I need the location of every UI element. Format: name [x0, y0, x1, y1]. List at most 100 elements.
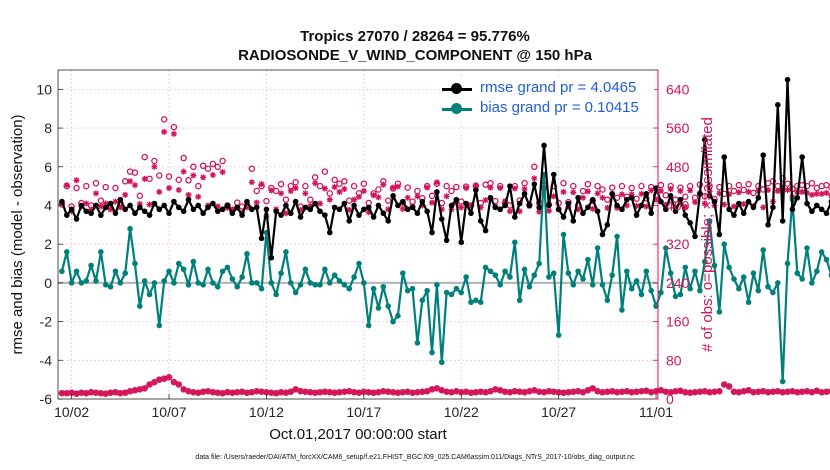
obs-assimilated-marker — [268, 187, 275, 194]
obs-assimilated-marker — [380, 181, 387, 188]
y2-tick-label: 640 — [666, 81, 690, 97]
bias-point — [779, 378, 786, 385]
obs-possible-marker — [579, 187, 587, 195]
obs-assimilated-marker — [424, 184, 431, 191]
rmse-point — [161, 202, 167, 209]
bias-point — [512, 239, 518, 246]
obs-assimilated-marker — [438, 206, 445, 213]
obs-low-assimilated-marker — [711, 388, 718, 395]
bias-point — [239, 274, 245, 280]
bias-point — [624, 268, 630, 275]
obs-low-assimilated-marker — [331, 389, 338, 396]
obs-possible-marker — [560, 179, 567, 187]
bias-point — [258, 285, 265, 292]
obs-possible-marker — [141, 153, 148, 161]
obs-assimilated-marker — [487, 184, 494, 191]
rmse-point — [346, 218, 353, 224]
obs-possible-marker — [263, 197, 270, 205]
obs-possible-marker — [248, 165, 256, 172]
obs-assimilated-marker — [107, 206, 114, 213]
obs-assimilated-marker — [735, 189, 742, 196]
bias-point — [594, 245, 601, 251]
obs-low-assimilated-marker — [550, 388, 557, 395]
bias-point — [760, 247, 766, 253]
rmse-point — [302, 204, 309, 211]
obs-low-assimilated-marker — [487, 388, 494, 395]
bias-point — [375, 305, 382, 311]
bias-series-layer — [59, 171, 830, 385]
y2-tick-label: 400 — [666, 197, 690, 213]
bias-point — [711, 262, 718, 269]
rmse-point — [283, 202, 289, 209]
obs-possible-marker — [604, 196, 611, 203]
rmse-point — [365, 204, 372, 211]
rmse-point — [287, 210, 294, 217]
bias-point — [770, 289, 776, 296]
bias-point — [395, 312, 401, 319]
obs-low-assimilated-marker — [433, 385, 440, 392]
legend-rmse-marker-icon — [451, 83, 462, 94]
bias-point — [658, 289, 664, 296]
rmse-point — [409, 204, 416, 211]
obs-low-assimilated-marker — [424, 388, 431, 395]
rmse-point — [706, 192, 713, 199]
bias-point — [697, 287, 703, 294]
obs-low-assimilated-marker — [818, 389, 825, 396]
bias-point — [662, 245, 669, 251]
obs-low-assimilated-marker — [404, 388, 411, 395]
rmse-point — [307, 206, 314, 213]
bias-point — [404, 287, 411, 294]
obs-low-assimilated-marker — [511, 388, 518, 395]
obs-low-assimilated-marker — [740, 388, 747, 395]
bias-point — [726, 264, 732, 271]
obs-possible-marker — [92, 179, 100, 187]
obs-assimilated-marker — [278, 190, 285, 197]
bias-point — [731, 276, 737, 282]
obs-low-assimilated-marker — [472, 389, 479, 396]
bias-point — [550, 270, 557, 277]
obs-low-assimilated-marker — [102, 390, 109, 397]
rmse-point — [692, 233, 698, 240]
obs-low-assimilated-marker — [497, 387, 504, 394]
rmse-point — [400, 198, 406, 205]
rmse-point — [565, 200, 572, 207]
obs-low-assimilated-marker — [341, 388, 348, 395]
rmse-point — [482, 227, 489, 234]
obs-assimilated-marker — [170, 130, 177, 137]
bias-point — [307, 280, 314, 286]
rmse-point — [502, 202, 508, 209]
obs-assimilated-marker — [292, 185, 299, 192]
bias-point — [73, 268, 80, 275]
bias-point — [346, 285, 353, 292]
rmse-point — [385, 218, 391, 224]
obs-low-assimilated-marker — [429, 386, 436, 393]
bias-point — [750, 270, 757, 277]
rmse-point — [473, 187, 479, 193]
bias-point — [575, 268, 581, 275]
bias-point — [98, 249, 104, 255]
rmse-point — [434, 189, 440, 195]
bias-point — [633, 278, 640, 284]
obs-low-assimilated-marker — [394, 389, 401, 396]
obs-assimilated-marker — [336, 188, 343, 195]
rmse-point — [736, 200, 742, 207]
obs-assimilated-marker — [92, 190, 99, 197]
obs-assimilated-marker — [628, 191, 635, 198]
obs-possible-marker — [121, 178, 129, 185]
obs-assimilated-marker — [740, 201, 747, 208]
bias-point — [424, 287, 430, 294]
rmse-point — [175, 204, 182, 211]
obs-assimilated-marker — [141, 175, 148, 182]
bias-point — [687, 285, 693, 292]
obs-low-assimilated-marker — [672, 388, 679, 395]
obs-low-assimilated-marker — [321, 388, 328, 395]
bias-point — [361, 280, 367, 286]
rmse-point — [760, 152, 766, 158]
rmse-point — [312, 200, 318, 207]
obs-possible-marker — [570, 182, 577, 190]
obs-low-assimilated-marker — [146, 381, 153, 388]
obs-assimilated-marker — [818, 190, 825, 197]
rmse-point — [541, 142, 547, 149]
obs-assimilated-marker — [779, 185, 786, 192]
obs-possible-marker — [336, 180, 343, 187]
